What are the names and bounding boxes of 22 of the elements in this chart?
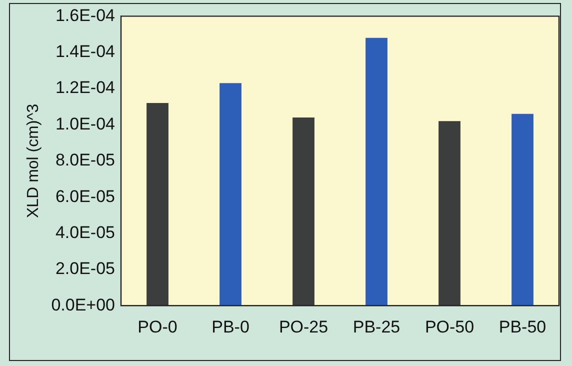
x-tick-label: PO-0 (138, 317, 178, 336)
y-tick-label: 4.0E-05 (55, 222, 116, 242)
bar (438, 121, 460, 306)
y-tick-label: 1.6E-04 (55, 6, 116, 25)
y-tick-label: 1.4E-04 (55, 42, 116, 62)
x-tick-label: PB-25 (352, 317, 400, 336)
x-tick-label: PO-50 (424, 317, 474, 336)
bar (292, 117, 314, 306)
bar (220, 83, 242, 306)
y-tick-label: 1.0E-04 (55, 114, 116, 134)
y-tick-label: 0.0E+00 (51, 295, 116, 314)
y-tick-label: 1.2E-04 (55, 78, 116, 98)
y-tick-label: 2.0E-05 (55, 259, 116, 278)
bar (366, 38, 388, 306)
y-tick-label: 8.0E-05 (55, 150, 116, 170)
x-tick-label: PO-25 (278, 317, 328, 336)
x-tick-label: PB-50 (498, 317, 546, 336)
y-axis-title: XLD mol (cm)^3 (25, 104, 42, 218)
bar (512, 114, 534, 306)
bar (146, 103, 168, 306)
x-tick-label: PB-0 (212, 317, 250, 336)
y-tick-label: 6.0E-05 (55, 186, 116, 206)
